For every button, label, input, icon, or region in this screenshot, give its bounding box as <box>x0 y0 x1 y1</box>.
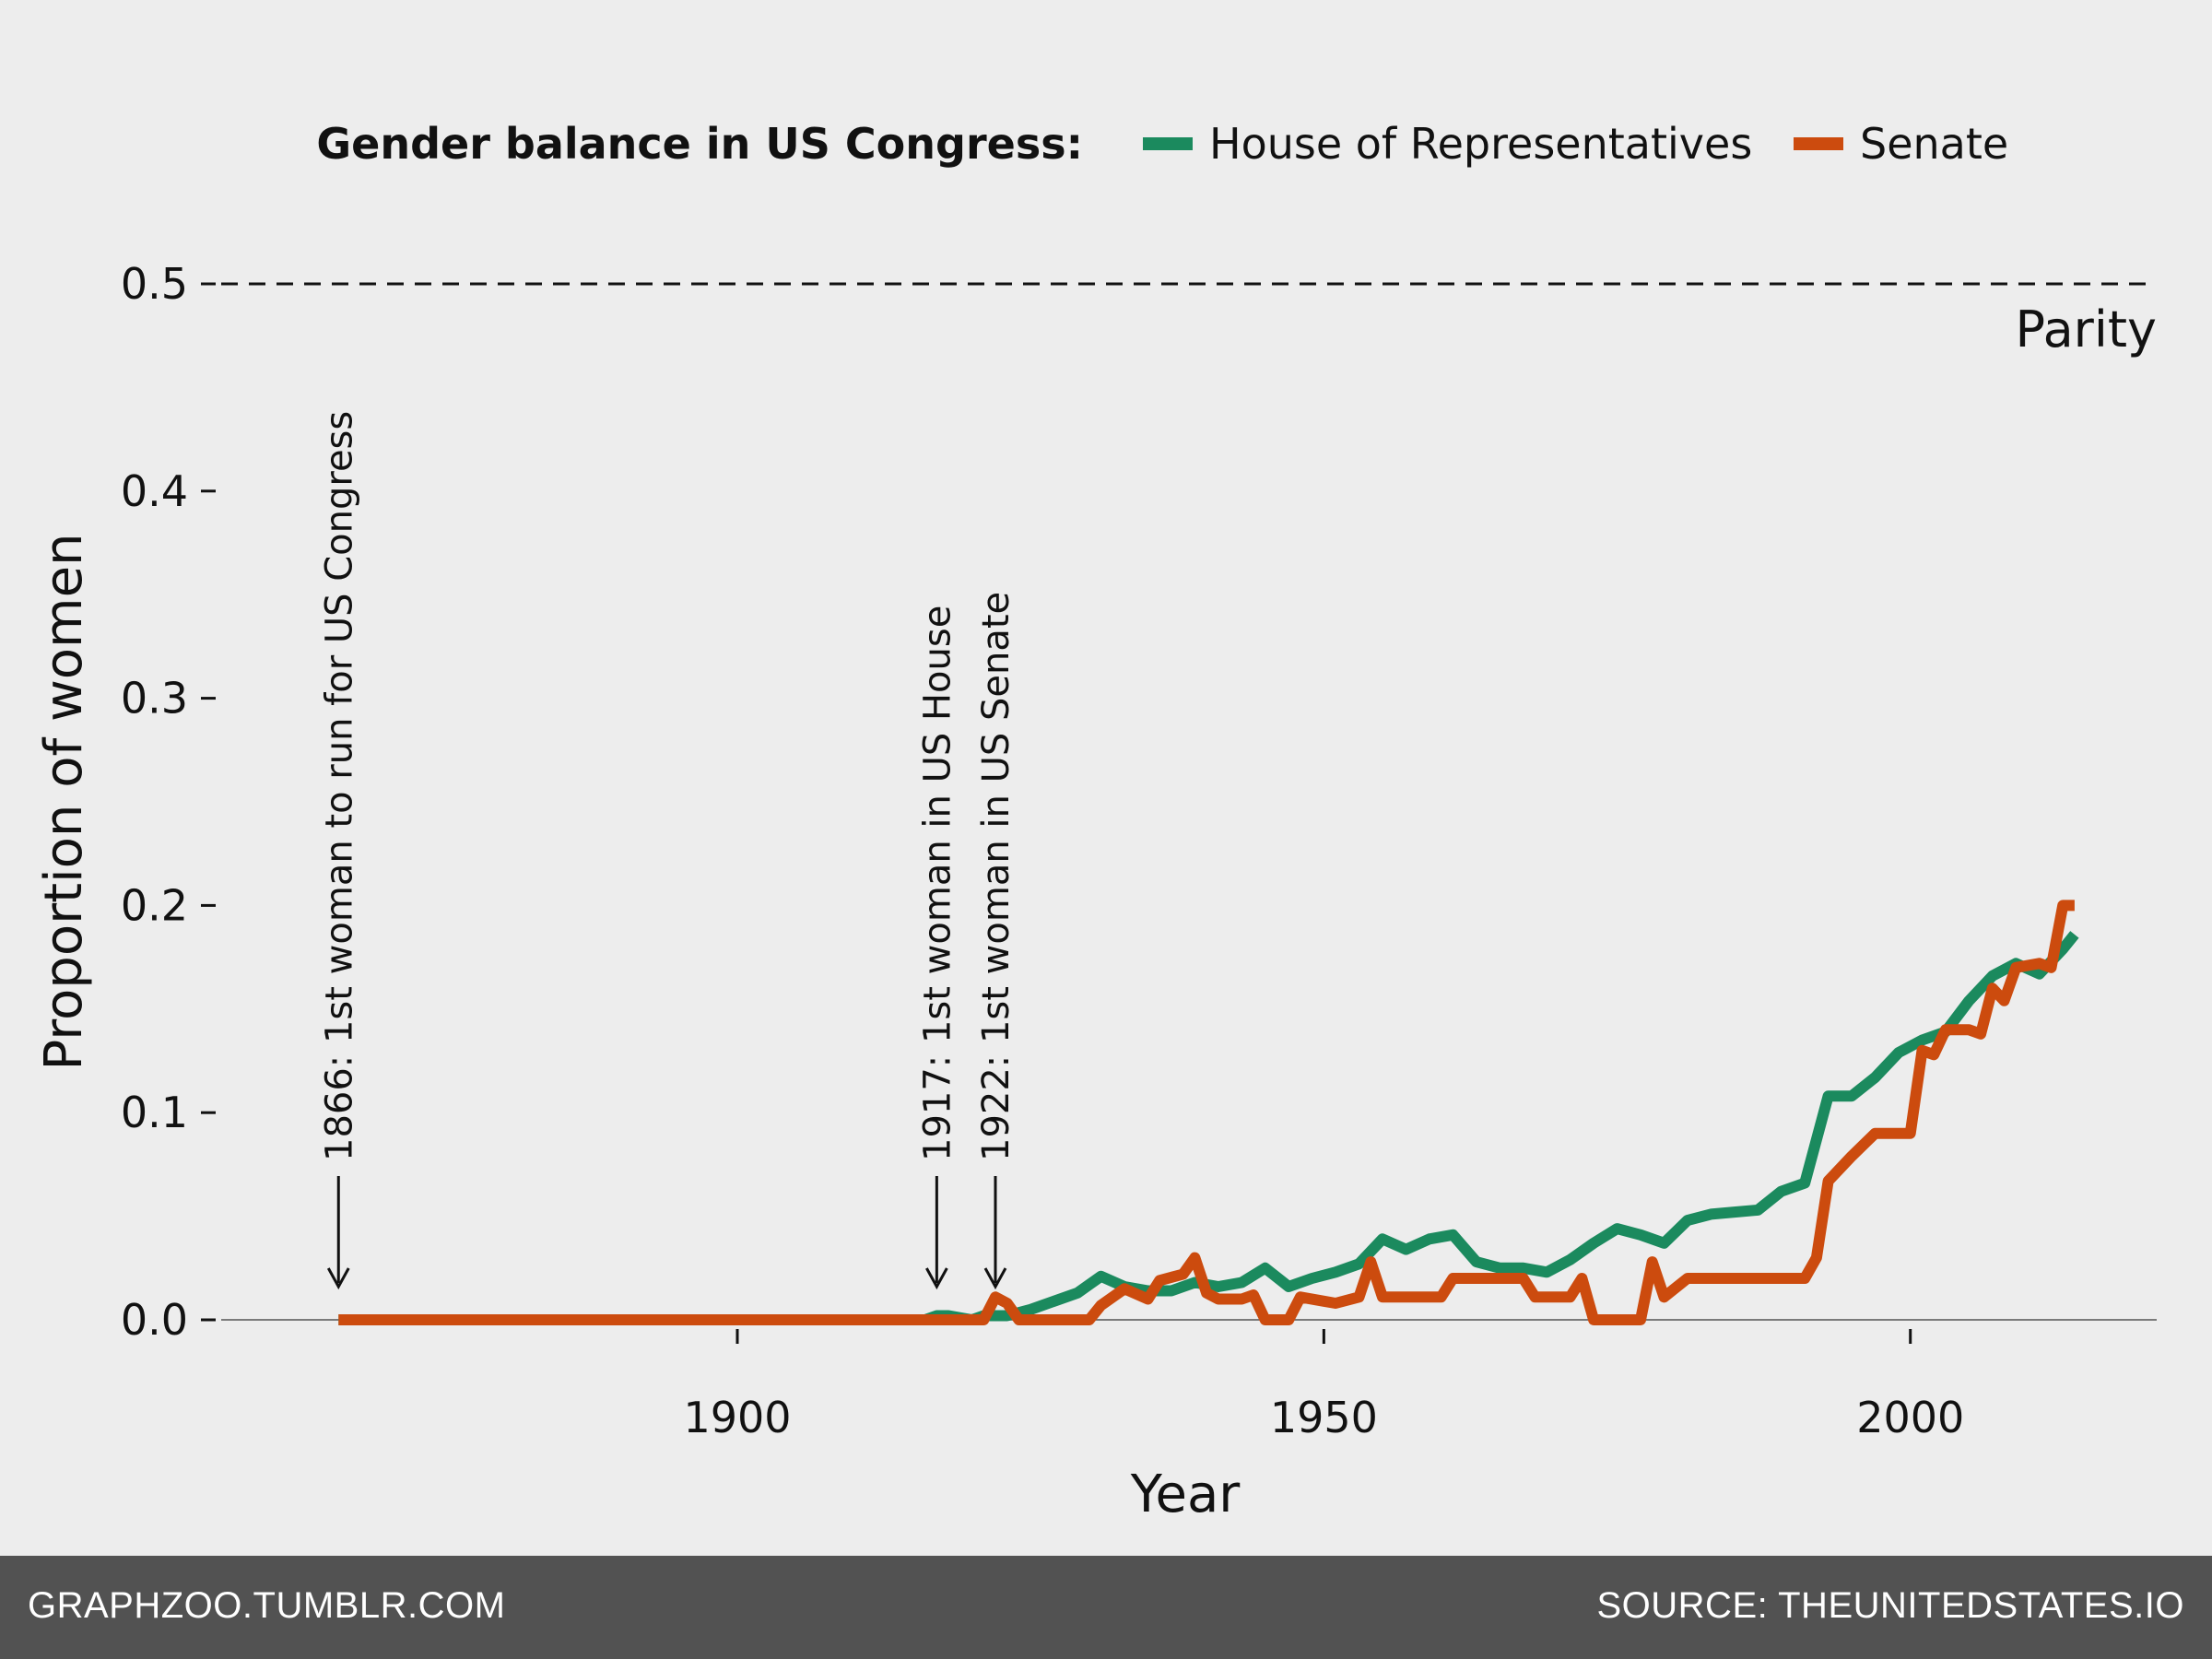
y-tick-label: 0.1 <box>121 1088 188 1137</box>
x-axis-label: Year <box>1130 1465 1241 1524</box>
annotation: 1917: 1st woman in US House <box>916 606 959 1290</box>
annotation: 1922: 1st woman in US Senate <box>975 592 1018 1290</box>
y-tick-label: 0.4 <box>121 466 188 516</box>
annotation-label: 1922: 1st woman in US Senate <box>975 592 1018 1161</box>
footer: GRAPHZOO.TUMBLR.COM SOURCE: THEUNITEDSTA… <box>0 1556 2212 1659</box>
parity-reference: Parity <box>221 282 2157 359</box>
y-tick-label: 0.2 <box>121 880 188 930</box>
footer-source: SOURCE: THEUNITEDSTATES.IO <box>1596 1585 2184 1626</box>
parity-label: Parity <box>2015 300 2157 359</box>
annotation-label: 1917: 1st woman in US House <box>916 606 959 1161</box>
annotation: 1866: 1st woman to run for US Congress <box>318 411 360 1290</box>
y-tick-label: 0.0 <box>121 1295 188 1345</box>
y-tick-label: 0.5 <box>121 259 188 309</box>
legend-house-label: House of Representatives <box>1209 119 1752 169</box>
x-tick-label: 1900 <box>683 1393 791 1442</box>
house-series-line <box>338 931 2079 1325</box>
annotation-arrowhead <box>983 1267 1007 1290</box>
series-lines <box>338 900 2079 1325</box>
annotations: 1866: 1st woman to run for US Congress 19… <box>318 411 1018 1290</box>
x-tick-label: 1950 <box>1270 1393 1378 1442</box>
legend-senate-label: Senate <box>1860 119 2008 169</box>
footer-site-link[interactable]: GRAPHZOO.TUMBLR.COM <box>28 1585 506 1626</box>
y-axis-label: Proportion of women <box>34 533 94 1070</box>
chart: Gender balance in US Congress: House of … <box>34 119 2157 1524</box>
annotation-arrowhead <box>326 1267 350 1290</box>
legend-title: Gender balance in US Congress: <box>316 119 1083 169</box>
annotation-arrowhead <box>925 1267 948 1290</box>
x-tick-label: 2000 <box>1856 1393 1964 1442</box>
y-axis: 0.0 0.1 0.2 0.3 0.4 0.5 <box>121 259 216 1345</box>
annotation-label: 1866: 1st woman to run for US Congress <box>318 411 360 1161</box>
x-axis: 1900 1950 2000 <box>683 1329 1964 1442</box>
senate-series-line <box>338 900 2075 1325</box>
legend: Gender balance in US Congress: House of … <box>316 119 2008 169</box>
y-tick-label: 0.3 <box>121 674 188 724</box>
